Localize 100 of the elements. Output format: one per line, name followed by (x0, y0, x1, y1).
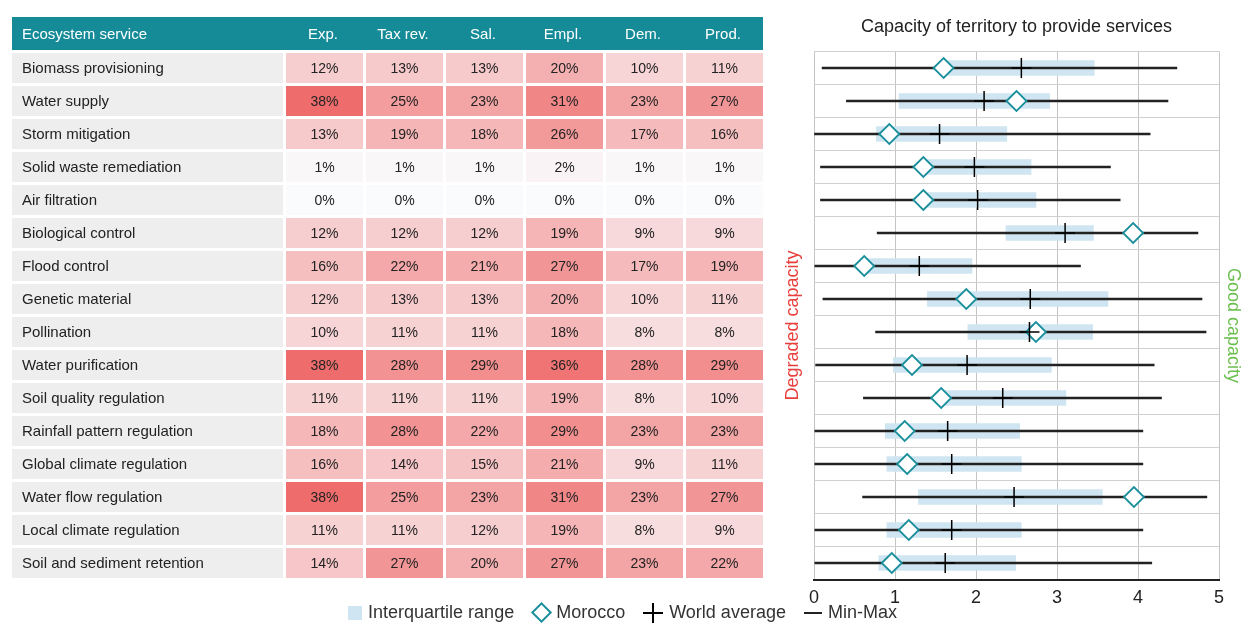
y-tick-label: Water supply (12, 86, 283, 116)
data-label: 8% (606, 383, 683, 413)
x-tick-label: 3 (1051, 587, 1063, 608)
data-label: 11% (366, 383, 443, 413)
legend-label: Interquartile range (368, 602, 515, 623)
data-label: 26% (526, 119, 603, 149)
data-label: 11% (446, 383, 523, 413)
y-tick-label: Rainfall pattern regulation (12, 416, 283, 446)
data-label: 23% (606, 482, 683, 512)
data-label: 8% (606, 317, 683, 347)
data-label: 13% (446, 284, 523, 314)
data-label: 16% (286, 251, 363, 281)
data-label: 23% (446, 86, 523, 116)
legend-label: Morocco (556, 602, 626, 623)
point (963, 156, 986, 178)
text: Good capacity (1224, 267, 1245, 384)
data-label: 19% (686, 251, 763, 281)
point (955, 288, 978, 310)
data-label: 10% (606, 284, 683, 314)
point (880, 552, 903, 574)
x-tick-label: Exp. (307, 25, 339, 42)
y-tick-label: Water flow regulation (12, 482, 283, 512)
data-label: 27% (686, 482, 763, 512)
data-label: 16% (686, 119, 763, 149)
data-label: 8% (686, 317, 763, 347)
data-label: 16% (286, 449, 363, 479)
x-tick-label: 5 (1213, 587, 1225, 608)
point (896, 453, 919, 475)
data-label: 18% (526, 317, 603, 347)
data-label: 18% (286, 416, 363, 446)
data-label: 38% (286, 482, 363, 512)
y-tick-label: Solid waste remediation (12, 152, 283, 182)
data-label: 27% (526, 548, 603, 578)
point (1054, 222, 1076, 244)
data-label: 9% (606, 449, 683, 479)
point (936, 420, 959, 442)
point (901, 354, 923, 376)
chart-title: Capacity of territory to provide services (860, 15, 1173, 36)
data-label: 1% (686, 152, 763, 182)
data-label: 27% (686, 86, 763, 116)
data-label: 22% (686, 548, 763, 578)
data-label: 11% (366, 317, 443, 347)
data-label: 15% (446, 449, 523, 479)
y-tick-label: Air filtration (12, 185, 283, 215)
point (1003, 486, 1025, 508)
data-label: 2% (526, 152, 603, 182)
y-tick-label: Water purification (12, 350, 283, 380)
data-label: 12% (446, 218, 523, 248)
y-tick-label: Soil quality regulation (12, 383, 283, 413)
data-label: 29% (446, 350, 523, 380)
y-tick-label: Flood control (12, 251, 283, 281)
point (940, 453, 963, 475)
y-tick-label: Global climate regulation (12, 449, 283, 479)
point (1010, 57, 1033, 79)
point (940, 519, 963, 541)
data-label: 23% (606, 86, 683, 116)
data-label: 31% (526, 86, 603, 116)
point (1019, 288, 1042, 310)
data-label: 23% (446, 482, 523, 512)
y-tick-label: Biological control (12, 218, 283, 248)
x-tick-label: Prod. (704, 25, 742, 42)
data-label: 11% (686, 53, 763, 83)
data-label: 9% (606, 218, 683, 248)
data-label: 9% (686, 515, 763, 545)
data-label: 12% (366, 218, 443, 248)
data-label: 28% (606, 350, 683, 380)
x-tick-label: Sal. (469, 25, 497, 42)
y-tick-label: Soil and sediment retention (12, 548, 283, 578)
data-label: 1% (606, 152, 683, 182)
data-label: 29% (526, 416, 603, 446)
data-label: 28% (366, 350, 443, 380)
data-label: 19% (526, 515, 603, 545)
data-label: 19% (526, 218, 603, 248)
data-label: 1% (446, 152, 523, 182)
data-label: 29% (686, 350, 763, 380)
data-label: 19% (366, 119, 443, 149)
data-label: 11% (366, 515, 443, 545)
data-label: 0% (606, 185, 683, 215)
data-label: 25% (366, 86, 443, 116)
data-label: 20% (526, 53, 603, 83)
data-label: 13% (366, 53, 443, 83)
point (878, 123, 901, 145)
x-tick-label: 0 (808, 587, 820, 608)
data-label: 12% (286, 218, 363, 248)
y-tick-label: Pollination (12, 317, 283, 347)
data-label: 14% (286, 548, 363, 578)
data-label: 11% (446, 317, 523, 347)
data-label: 31% (526, 482, 603, 512)
data-label: 12% (286, 284, 363, 314)
point (991, 387, 1014, 409)
data-label: 28% (366, 416, 443, 446)
y-tick-label: Biomass provisioning (12, 53, 283, 83)
data-label: 14% (366, 449, 443, 479)
text: Degraded capacity (781, 250, 802, 401)
data-label: 20% (526, 284, 603, 314)
data-label: 36% (526, 350, 603, 380)
point (932, 57, 955, 79)
point (908, 255, 931, 277)
data-label: 23% (686, 416, 763, 446)
data-label: 20% (446, 548, 523, 578)
